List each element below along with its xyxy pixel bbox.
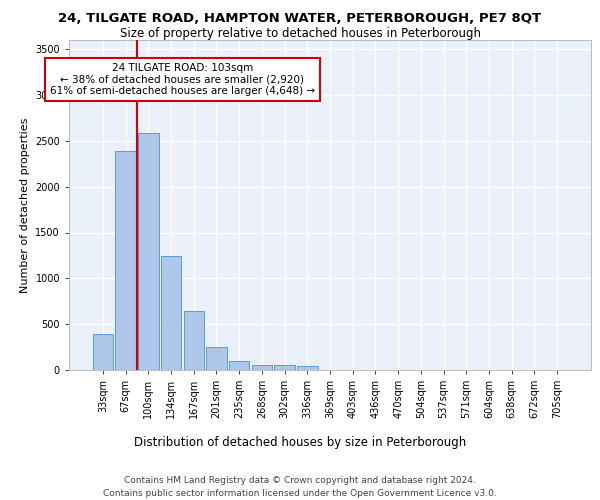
Bar — [138, 132, 158, 370]
Y-axis label: Number of detached properties: Number of detached properties — [20, 118, 29, 292]
Bar — [93, 334, 113, 370]
Bar — [297, 366, 317, 370]
Bar — [161, 256, 181, 370]
Text: Size of property relative to detached houses in Peterborough: Size of property relative to detached ho… — [119, 28, 481, 40]
Text: 24, TILGATE ROAD, HAMPTON WATER, PETERBOROUGH, PE7 8QT: 24, TILGATE ROAD, HAMPTON WATER, PETERBO… — [58, 12, 542, 26]
Text: Contains HM Land Registry data © Crown copyright and database right 2024.
Contai: Contains HM Land Registry data © Crown c… — [103, 476, 497, 498]
Text: 24 TILGATE ROAD: 103sqm
← 38% of detached houses are smaller (2,920)
61% of semi: 24 TILGATE ROAD: 103sqm ← 38% of detache… — [50, 63, 315, 96]
Bar — [229, 362, 250, 370]
Bar — [184, 312, 204, 370]
Bar — [274, 365, 295, 370]
Bar — [206, 346, 227, 370]
Bar — [115, 151, 136, 370]
Bar — [251, 364, 272, 370]
Text: Distribution of detached houses by size in Peterborough: Distribution of detached houses by size … — [134, 436, 466, 449]
